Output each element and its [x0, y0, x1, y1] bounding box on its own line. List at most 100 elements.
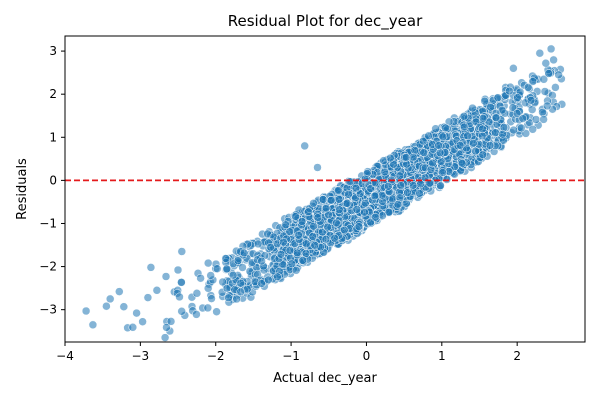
- data-point: [207, 294, 216, 303]
- data-point: [212, 264, 222, 273]
- data-point: [438, 132, 448, 142]
- data-point: [279, 237, 288, 247]
- data-point: [291, 212, 300, 221]
- data-point: [323, 222, 332, 232]
- data-point: [81, 306, 91, 316]
- data-point: [318, 195, 328, 204]
- data-point: [542, 101, 552, 111]
- data-point: [523, 83, 533, 92]
- data-point: [486, 102, 495, 112]
- data-point: [285, 227, 294, 236]
- data-point: [380, 167, 389, 177]
- data-point: [236, 287, 245, 297]
- data-point: [360, 174, 370, 184]
- data-point: [321, 203, 331, 213]
- data-point: [166, 317, 176, 326]
- data-point: [203, 303, 213, 313]
- data-point: [119, 302, 129, 311]
- data-point: [384, 207, 394, 217]
- data-point: [143, 293, 153, 302]
- data-point: [485, 141, 495, 150]
- data-point: [302, 239, 311, 249]
- data-point: [478, 124, 487, 134]
- data-point: [273, 272, 282, 282]
- data-point: [233, 256, 243, 265]
- data-point: [415, 189, 424, 198]
- data-point: [257, 279, 266, 288]
- data-point: [278, 260, 288, 269]
- data-point: [409, 152, 418, 162]
- data-point: [266, 242, 275, 252]
- data-point: [434, 141, 443, 150]
- data-point: [203, 284, 213, 293]
- data-point: [377, 190, 387, 200]
- data-point: [308, 232, 318, 241]
- data-point: [540, 87, 550, 96]
- data-point: [498, 129, 507, 139]
- data-point: [294, 231, 303, 240]
- data-point: [544, 69, 553, 78]
- x-axis-ticks: −4 −3 −2 −1 0 1 2: [56, 342, 521, 363]
- data-point: [512, 109, 522, 118]
- data-point: [313, 163, 322, 172]
- data-point: [517, 123, 526, 133]
- data-point: [441, 123, 450, 133]
- data-point: [177, 247, 187, 256]
- data-point: [518, 114, 528, 123]
- data-point: [403, 188, 412, 197]
- data-point: [425, 179, 434, 188]
- data-point: [309, 199, 318, 208]
- data-point: [361, 198, 370, 208]
- data-point: [138, 317, 147, 326]
- data-point: [224, 293, 233, 303]
- data-point: [539, 115, 548, 124]
- data-point: [386, 153, 395, 163]
- data-point: [264, 275, 273, 285]
- data-point: [192, 310, 201, 319]
- y-tick-label: 2: [49, 87, 57, 101]
- y-axis-ticks: −3 −2 −1 0 1 2 3: [39, 44, 65, 317]
- data-point: [293, 248, 302, 258]
- data-point: [304, 207, 313, 216]
- data-point: [291, 266, 301, 275]
- data-point: [480, 96, 489, 106]
- y-tick-label: 0: [49, 173, 57, 187]
- y-tick-label: 1: [49, 130, 57, 144]
- data-point: [371, 213, 380, 222]
- data-point: [526, 96, 536, 105]
- data-point: [88, 320, 98, 330]
- data-point: [173, 265, 183, 275]
- data-point: [285, 246, 295, 255]
- data-point: [344, 190, 353, 199]
- data-point: [232, 294, 241, 304]
- data-point: [351, 183, 361, 193]
- data-point: [468, 103, 477, 113]
- x-tick-label: 2: [513, 349, 521, 363]
- data-point: [384, 182, 393, 191]
- plot-frame: [64, 35, 586, 343]
- data-point: [115, 287, 124, 296]
- data-point: [459, 112, 469, 121]
- data-point: [370, 191, 380, 201]
- data-point: [146, 263, 156, 272]
- data-point: [424, 131, 433, 141]
- data-point: [401, 153, 411, 162]
- data-point: [457, 159, 467, 168]
- data-point: [438, 168, 447, 177]
- data-point: [463, 131, 472, 141]
- data-point: [334, 186, 343, 195]
- data-point: [257, 256, 266, 266]
- data-point: [352, 205, 362, 214]
- data-point: [310, 241, 320, 250]
- data-point: [478, 150, 488, 159]
- data-point: [431, 124, 440, 133]
- data-point: [206, 271, 215, 280]
- data-point: [332, 218, 341, 228]
- data-point: [192, 289, 202, 298]
- data-point: [177, 307, 186, 316]
- data-point: [105, 294, 115, 304]
- data-point: [253, 239, 263, 249]
- y-axis-label: Residuals: [15, 158, 30, 220]
- data-point: [276, 250, 286, 259]
